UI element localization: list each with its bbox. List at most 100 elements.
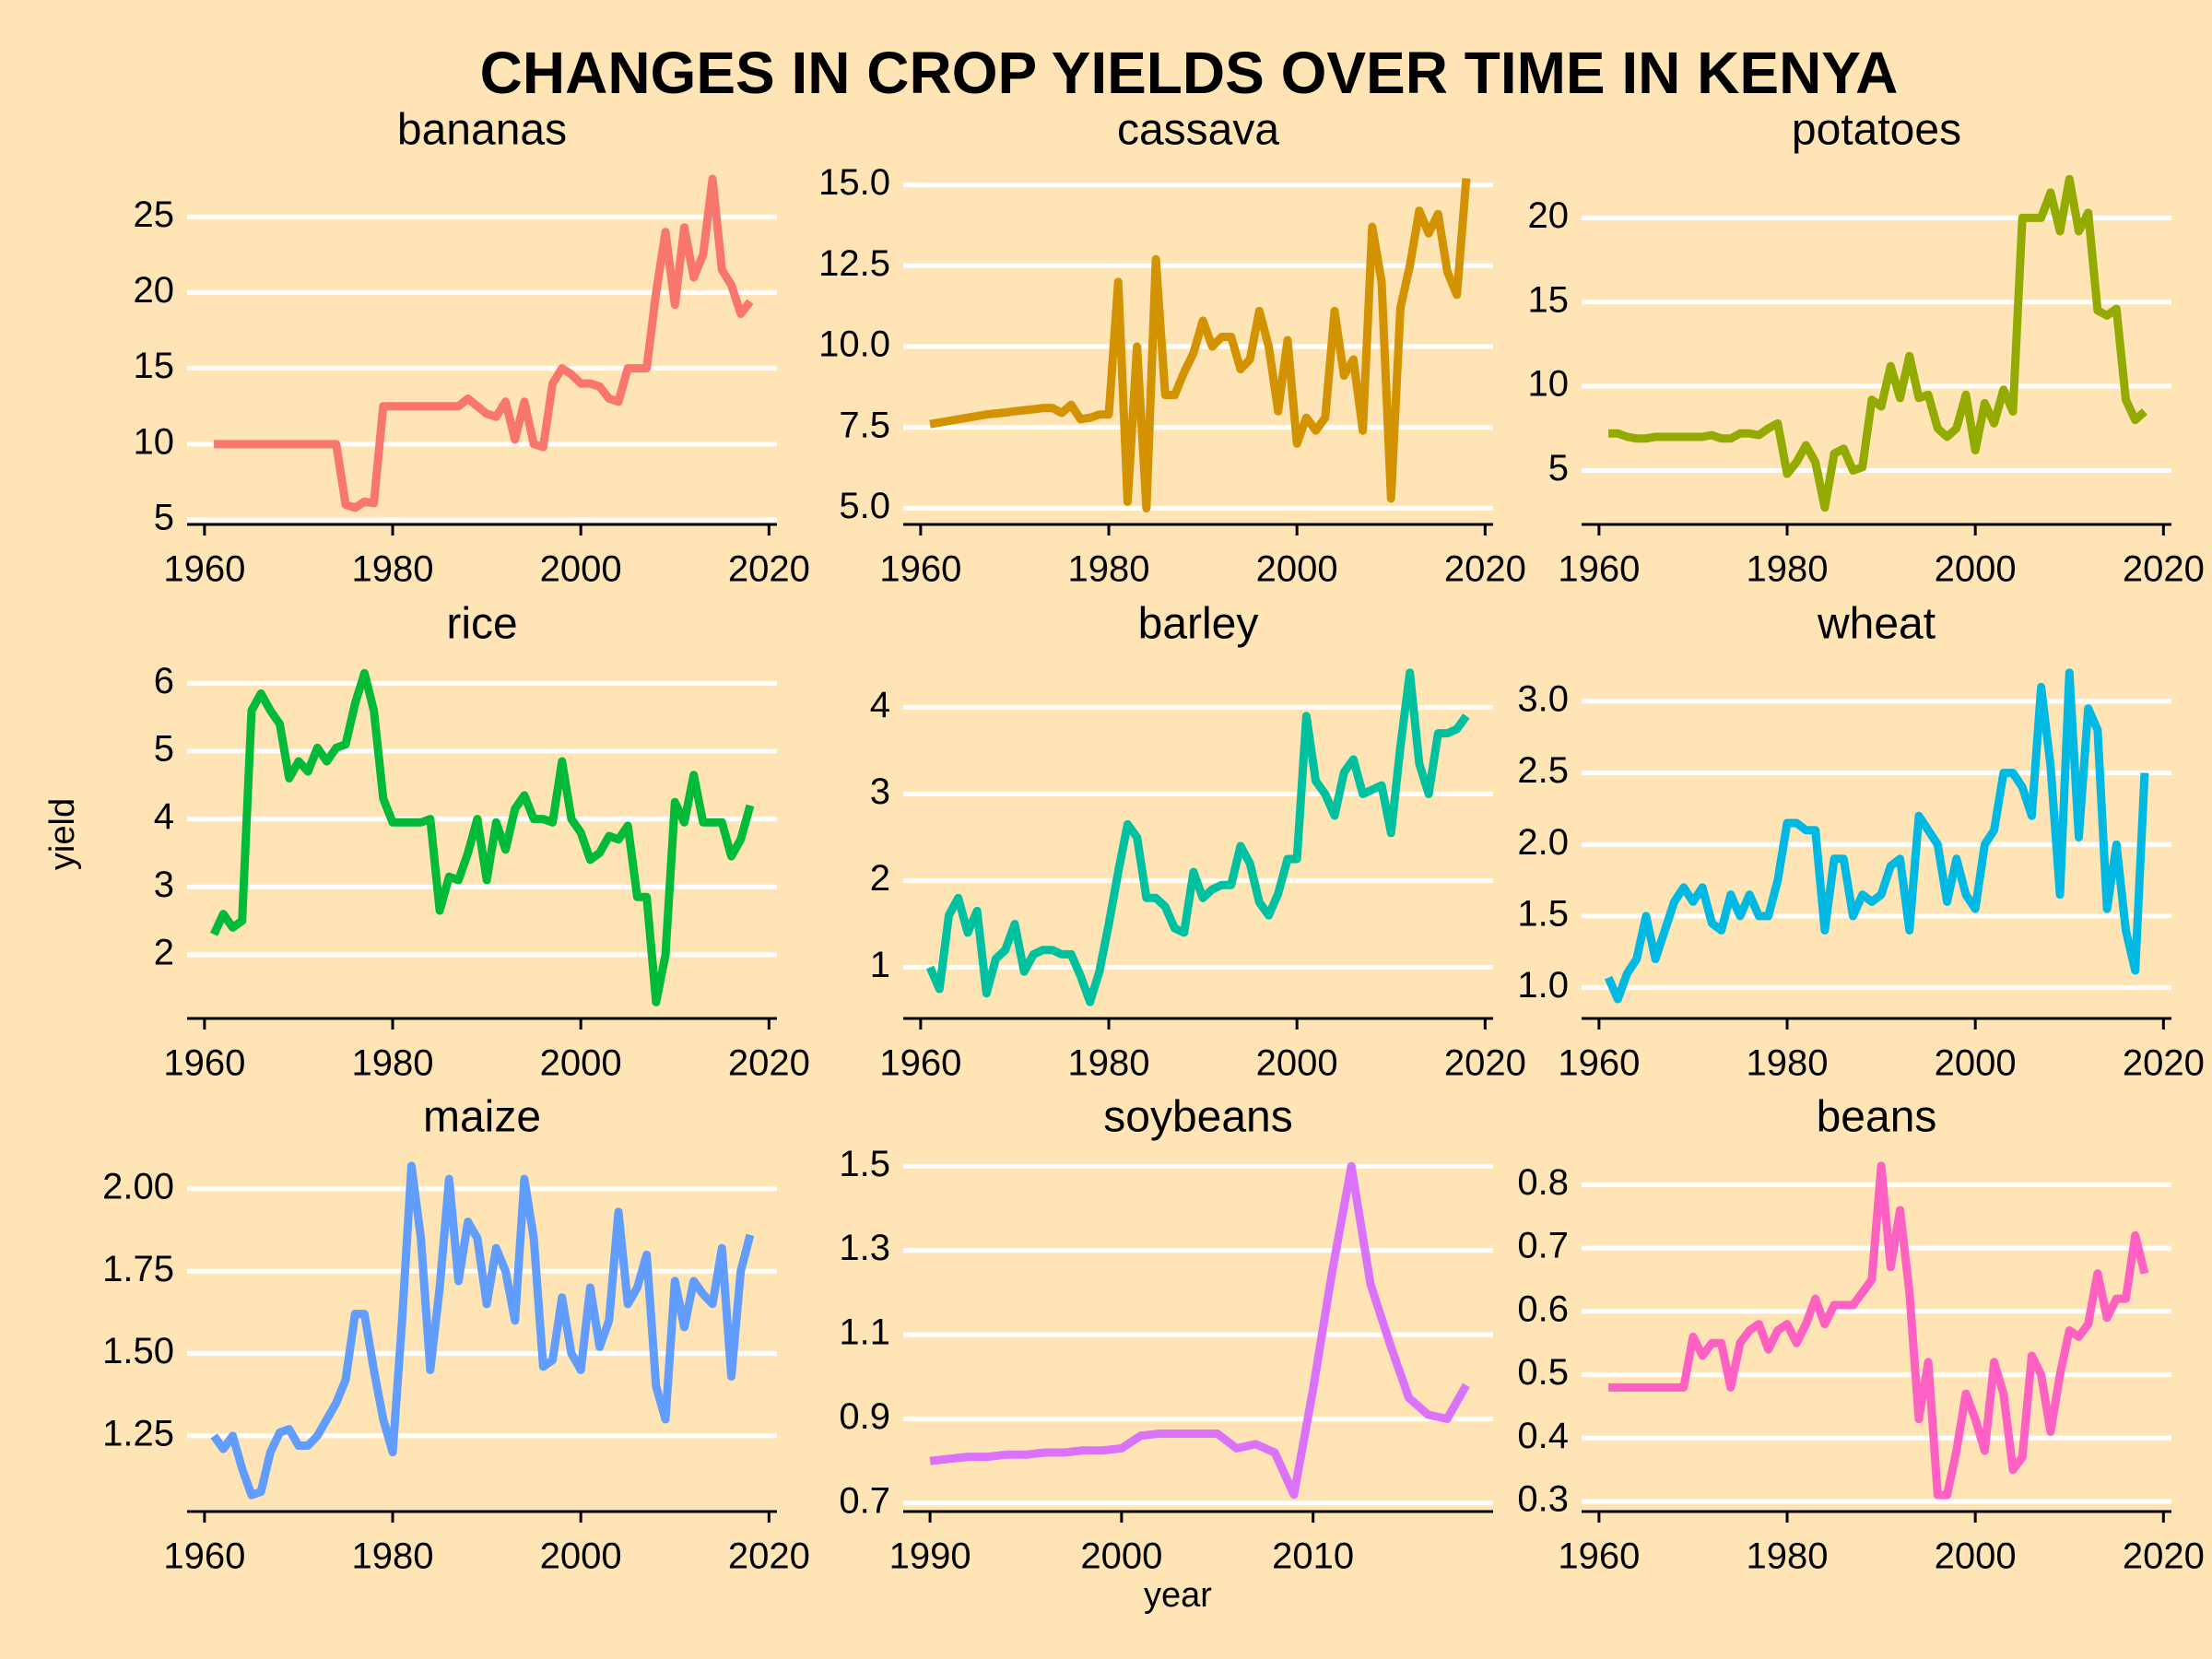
- x-tick-label: 1980: [352, 1536, 434, 1577]
- data-line: [925, 668, 1470, 1006]
- y-tick-label: 3.0: [1517, 678, 1569, 719]
- y-tick-label: 20: [134, 270, 175, 311]
- x-tick-label: 1960: [1558, 1043, 1640, 1084]
- x-tick-label: 1980: [1747, 549, 1829, 590]
- x-tick-label: 1980: [1747, 1536, 1829, 1577]
- x-tick-label: 2000: [540, 1043, 622, 1084]
- x-tick-label: 2000: [1256, 1043, 1338, 1084]
- x-tick-label: 1980: [1068, 1043, 1150, 1084]
- y-tick-label: 2.00: [102, 1166, 174, 1206]
- data-line: [214, 174, 754, 512]
- x-tick-label: 2000: [540, 549, 622, 590]
- y-tick-label: 5: [154, 498, 174, 538]
- y-tick-label: 0.8: [1517, 1162, 1569, 1203]
- y-tick-label: 2.0: [1517, 822, 1569, 863]
- y-tick-label: 15.0: [818, 162, 890, 203]
- panel-title: wheat: [1817, 600, 1936, 649]
- y-tick-label: 10: [1528, 364, 1570, 405]
- x-tick-label: 1980: [1068, 549, 1150, 590]
- x-tick-label: 2000: [1935, 549, 2017, 590]
- x-tick-label: 2000: [1935, 1536, 2017, 1577]
- y-tick-label: 5: [154, 729, 174, 770]
- y-tick-label: 0.9: [839, 1396, 890, 1437]
- x-tick-label: 2020: [728, 549, 810, 590]
- x-axis-label: year: [1144, 1576, 1212, 1615]
- x-tick-label: 1980: [352, 1043, 434, 1084]
- x-tick-label: 2020: [2123, 1043, 2205, 1084]
- y-tick-label: 3: [154, 865, 174, 905]
- y-tick-label: 25: [134, 194, 175, 235]
- y-tick-label: 1.75: [102, 1249, 174, 1289]
- data-line: [929, 178, 1471, 512]
- x-tick-label: 1960: [163, 1043, 245, 1084]
- y-tick-label: 1.5: [1517, 893, 1569, 934]
- y-tick-label: 20: [1528, 195, 1570, 236]
- chart-title: CHANGES IN CROP YIELDS OVER TIME IN KENY…: [480, 40, 1899, 106]
- y-tick-label: 1.3: [839, 1228, 890, 1268]
- x-tick-label: 1960: [163, 549, 245, 590]
- y-tick-label: 1.25: [102, 1413, 174, 1453]
- data-line: [1608, 1161, 2149, 1500]
- x-tick-label: 2020: [1444, 1043, 1526, 1084]
- y-tick-label: 4: [870, 685, 890, 725]
- panel-title: barley: [1138, 600, 1259, 649]
- y-tick-label: 1.50: [102, 1331, 174, 1371]
- data-line: [929, 1161, 1470, 1500]
- panel-title: rice: [446, 600, 517, 649]
- y-tick-label: 15: [134, 346, 175, 386]
- y-axis-label: yield: [43, 798, 82, 870]
- x-tick-label: 2020: [2123, 549, 2205, 590]
- data-line: [210, 1161, 755, 1500]
- panel-title: potatoes: [1792, 106, 1961, 155]
- y-tick-label: 2: [870, 858, 890, 899]
- x-tick-label: 1960: [1558, 549, 1640, 590]
- data-line: [1604, 668, 2149, 1004]
- y-tick-label: 1: [870, 945, 890, 985]
- x-tick-label: 2000: [1256, 549, 1338, 590]
- x-tick-label: 1960: [879, 549, 961, 590]
- y-tick-label: 10.0: [818, 324, 890, 365]
- x-tick-label: 1980: [352, 549, 434, 590]
- panel-title: beans: [1817, 1093, 1937, 1142]
- y-tick-label: 0.7: [839, 1480, 890, 1521]
- y-tick-label: 12.5: [818, 243, 890, 284]
- data-line: [1608, 174, 2147, 512]
- y-tick-label: 0.7: [1517, 1226, 1569, 1266]
- y-tick-label: 2.5: [1517, 750, 1569, 791]
- y-tick-label: 4: [154, 796, 174, 837]
- x-tick-label: 2000: [540, 1536, 622, 1577]
- y-tick-label: 3: [870, 771, 890, 812]
- x-tick-label: 2000: [1080, 1536, 1162, 1577]
- x-tick-label: 2010: [1272, 1536, 1354, 1577]
- y-tick-label: 5.0: [839, 486, 890, 526]
- data-line: [210, 668, 755, 1006]
- panel-title: soybeans: [1103, 1093, 1292, 1142]
- x-tick-label: 2020: [1444, 549, 1526, 590]
- y-tick-label: 0.5: [1517, 1352, 1569, 1393]
- x-tick-label: 2020: [2123, 1536, 2205, 1577]
- y-tick-label: 6: [154, 661, 174, 701]
- x-tick-label: 1990: [889, 1536, 971, 1577]
- x-tick-label: 1960: [1558, 1536, 1640, 1577]
- y-tick-label: 5: [1548, 448, 1569, 488]
- y-tick-label: 0.6: [1517, 1288, 1569, 1329]
- panel-title: maize: [423, 1093, 541, 1142]
- x-tick-label: 2020: [728, 1536, 810, 1577]
- x-tick-label: 2020: [728, 1043, 810, 1084]
- y-tick-label: 1.5: [839, 1144, 890, 1184]
- x-tick-label: 1960: [879, 1043, 961, 1084]
- y-tick-label: 1.0: [1517, 965, 1569, 1006]
- panel-title: bananas: [397, 106, 567, 155]
- x-tick-label: 1960: [163, 1536, 245, 1577]
- y-tick-label: 0.4: [1517, 1416, 1569, 1456]
- y-tick-label: 15: [1528, 279, 1570, 320]
- y-tick-label: 10: [134, 421, 175, 462]
- y-tick-label: 2: [154, 932, 174, 972]
- y-tick-label: 1.1: [839, 1312, 890, 1353]
- panel-title: cassava: [1117, 106, 1279, 155]
- x-tick-label: 1980: [1747, 1043, 1829, 1084]
- x-tick-label: 2000: [1935, 1043, 2017, 1084]
